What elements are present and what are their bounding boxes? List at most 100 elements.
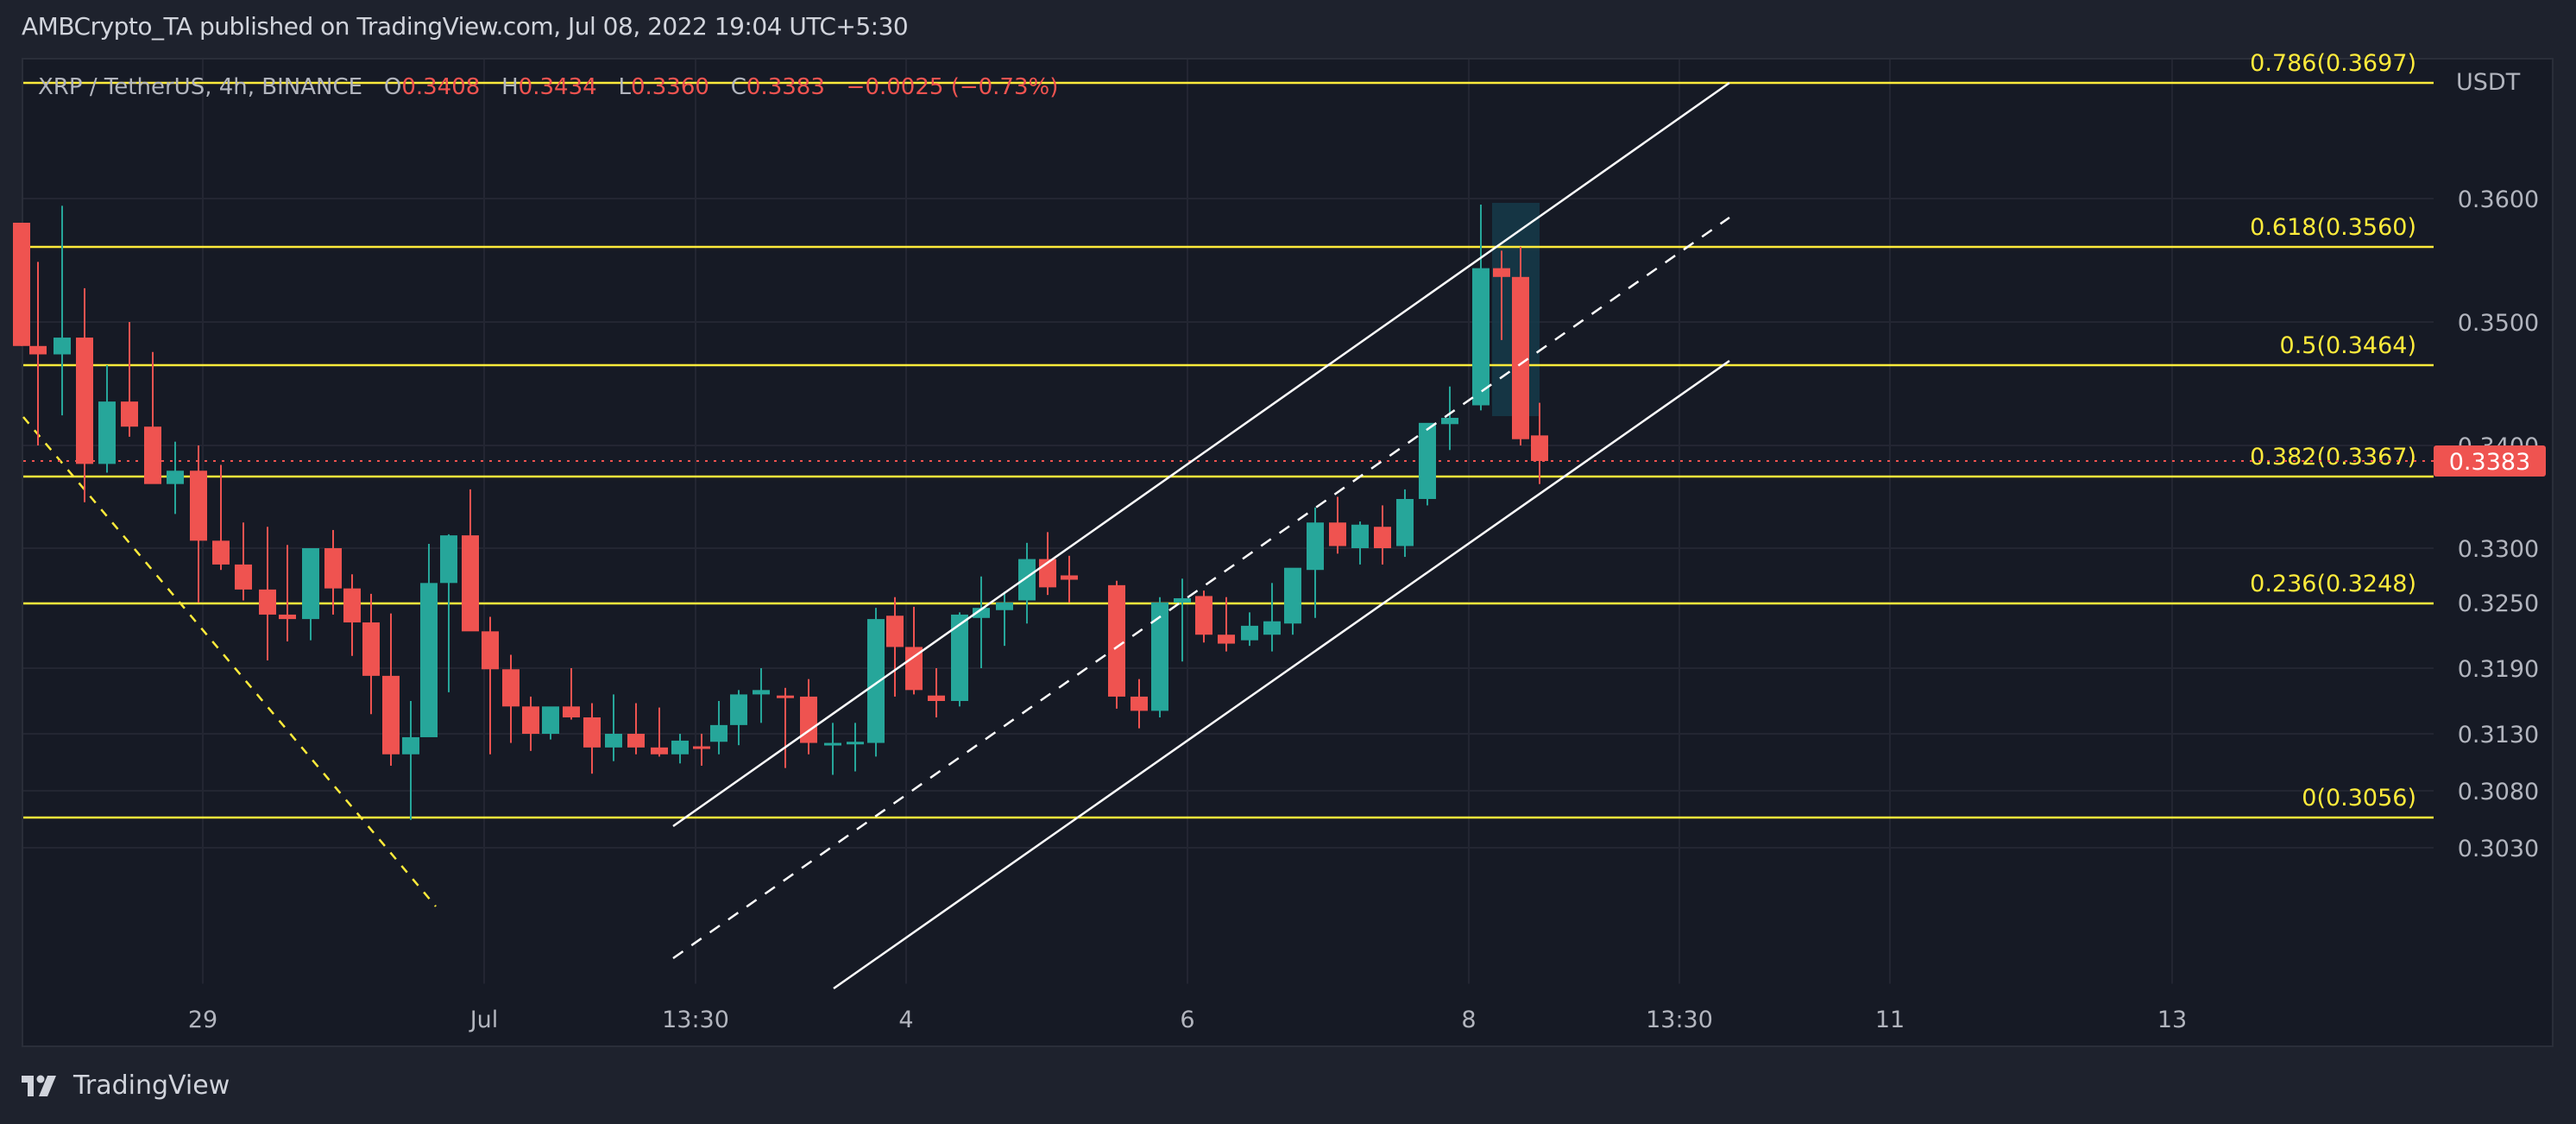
time-axis-label: 4 (898, 1007, 913, 1033)
candle-body[interactable] (1151, 603, 1168, 711)
high-value: 0.3434 (518, 74, 597, 100)
candle-body[interactable] (1472, 268, 1490, 406)
time-axis-label: 6 (1180, 1007, 1194, 1033)
current-price-badge (2434, 445, 2546, 477)
candle-body[interactable] (259, 589, 276, 615)
candle-body[interactable] (1218, 635, 1235, 644)
tradingview-logo-icon (22, 1074, 65, 1098)
candle-body[interactable] (1419, 422, 1436, 500)
candle-body[interactable] (605, 734, 622, 748)
time-axis-label: 8 (1461, 1007, 1476, 1033)
candle-body[interactable] (1061, 575, 1078, 580)
price-change: −0.0025 (−0.73%) (846, 74, 1059, 100)
candle-body[interactable] (928, 695, 945, 701)
open-label: O (383, 74, 402, 100)
candle-body[interactable] (1351, 524, 1369, 548)
price-axis-label: 0.3130 (2458, 722, 2539, 748)
fib-level-label: 0.5(0.3464) (2280, 332, 2416, 359)
candle-body[interactable] (867, 619, 885, 743)
channel-lower-line[interactable] (833, 359, 1730, 990)
candle-body[interactable] (886, 616, 904, 647)
close-value: 0.3383 (746, 74, 825, 100)
time-axis-label: 11 (1875, 1007, 1905, 1033)
candle-body[interactable] (671, 740, 689, 755)
candle-body[interactable] (343, 588, 361, 622)
high-label: H (501, 74, 519, 100)
candle-body[interactable] (627, 734, 645, 748)
currency-label: USDT (2456, 69, 2521, 96)
candle-body[interactable] (710, 724, 727, 742)
candle-body[interactable] (190, 470, 207, 541)
candle-body[interactable] (279, 614, 296, 620)
candle-body[interactable] (563, 706, 580, 717)
time-axis-label: Jul (469, 1007, 499, 1033)
candle-body[interactable] (76, 338, 93, 464)
price-axis-label: 0.3250 (2458, 590, 2539, 617)
candle-body[interactable] (753, 690, 770, 695)
candle-body[interactable] (502, 669, 520, 707)
symbol-name: XRP / TetherUS, 4h, BINANCE (38, 74, 363, 100)
channel-upper-line[interactable] (672, 81, 1730, 828)
candle-body[interactable] (440, 535, 457, 584)
candle-body[interactable] (362, 622, 380, 676)
candle-body[interactable] (167, 470, 184, 484)
candle-body[interactable] (324, 548, 342, 589)
candle-body[interactable] (583, 717, 601, 748)
candle-body[interactable] (651, 747, 668, 755)
candle-body[interactable] (847, 742, 864, 745)
candle-body[interactable] (482, 631, 499, 670)
candle-body[interactable] (1329, 522, 1346, 546)
fib-level-label: 0.618(0.3560) (2250, 214, 2416, 241)
candle-body[interactable] (1307, 522, 1324, 571)
tradingview-brand: TradingView (73, 1070, 230, 1101)
candle-body[interactable] (13, 223, 30, 346)
candle-body[interactable] (1284, 567, 1301, 624)
fib-trendline[interactable] (22, 416, 437, 907)
candle-body[interactable] (996, 603, 1013, 610)
candle-body[interactable] (144, 426, 161, 484)
candle-body[interactable] (522, 706, 539, 734)
symbol-legend: XRP / TetherUS, 4h, BINANCE O0.3408 H0.3… (38, 74, 1058, 100)
candle-body[interactable] (1493, 268, 1510, 277)
candle-body[interactable] (54, 338, 71, 355)
candle-body[interactable] (542, 706, 559, 734)
candle-body[interactable] (121, 401, 138, 427)
candle-body[interactable] (951, 614, 968, 701)
candle-body[interactable] (777, 695, 794, 698)
candle-body[interactable] (420, 583, 438, 737)
footer: TradingView (22, 1070, 230, 1101)
candle-body[interactable] (1195, 596, 1212, 635)
candle-body[interactable] (693, 746, 710, 749)
fib-level-label: 0(0.3056) (2302, 785, 2416, 811)
candle-body[interactable] (402, 736, 419, 755)
candle-body[interactable] (1531, 435, 1548, 461)
close-label: C (730, 74, 746, 100)
candle-body[interactable] (462, 535, 479, 632)
candle-body[interactable] (29, 345, 47, 355)
candle-body[interactable] (1018, 559, 1036, 601)
candle-body[interactable] (824, 742, 841, 746)
candle-body[interactable] (302, 548, 319, 620)
candle-body[interactable] (1396, 499, 1414, 546)
price-axis-label: 0.3190 (2458, 656, 2539, 683)
candle-body[interactable] (1108, 584, 1125, 697)
candle-body[interactable] (382, 675, 400, 755)
candle-body[interactable] (235, 564, 252, 590)
candle-body[interactable] (800, 696, 817, 743)
candle-body[interactable] (1174, 597, 1191, 603)
candle-body[interactable] (1131, 696, 1148, 711)
candle-body[interactable] (1241, 625, 1258, 641)
candle-body[interactable] (1512, 276, 1529, 439)
candle-body[interactable] (98, 401, 116, 464)
price-axis-label: 0.3080 (2458, 779, 2539, 805)
candle-body[interactable] (1263, 621, 1281, 635)
candle-body[interactable] (1374, 527, 1391, 548)
candle-body[interactable] (212, 540, 230, 565)
candle-body[interactable] (973, 608, 990, 618)
candle-body[interactable] (730, 694, 747, 725)
current-price-text: 0.3383 (2449, 449, 2530, 476)
candle-body[interactable] (1441, 418, 1458, 425)
price-axis-label: 0.3500 (2458, 310, 2539, 337)
candle-body[interactable] (905, 647, 923, 691)
